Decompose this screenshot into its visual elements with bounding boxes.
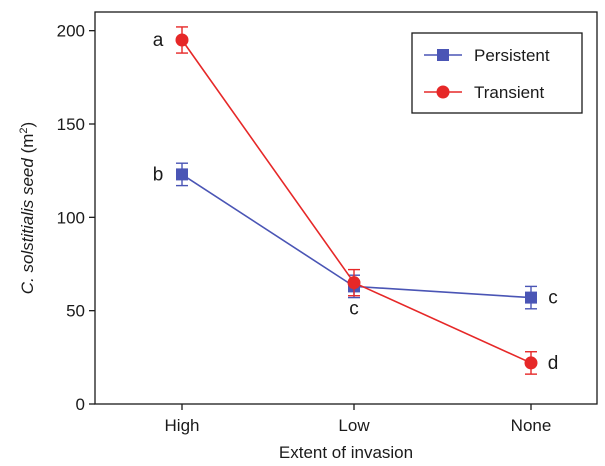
significance-letter: d [548,353,559,374]
legend-item-transient: Transient [424,83,545,102]
data-point [347,276,361,290]
x-tick-label: None [511,416,552,435]
data-point [176,168,188,181]
x-axis-title: Extent of invasion [279,443,413,462]
series-transient: ad [153,26,559,375]
y-axis-title: C. solstitialis seed (m2) [18,122,37,294]
significance-letter: a [153,30,164,51]
y-tick-label: 50 [66,302,85,321]
data-point [175,33,189,47]
x-tick-label: High [165,416,200,435]
y-axis-title-species: C. solstitialis seed [18,158,37,295]
y-axis-title-unit: (m [18,134,37,159]
y-tick-label: 0 [76,395,85,414]
y-tick-label: 100 [57,208,85,227]
legend-label: Transient [474,83,545,102]
y-tick-label: 200 [57,22,85,41]
legend-item-persistent: Persistent [424,46,550,65]
y-tick-label: 150 [57,115,85,134]
significance-letter: b [153,164,164,185]
y-axis-title-close: ) [18,122,37,128]
legend-box [411,32,583,114]
legend-label: Persistent [474,46,550,65]
legend-marker [436,85,450,99]
significance-letter: c [548,288,558,309]
axes: 0 50 100 150 200 High Low None [57,11,598,435]
legend: Persistent Transient [411,32,583,114]
data-point [524,356,538,370]
data-point [525,291,537,304]
series-persistent: b c c [153,162,558,319]
plot-frame [94,11,598,405]
legend-marker [437,49,449,61]
significance-letter: c [349,298,359,319]
y-axis-title-exponent: 2 [18,127,30,133]
x-tick-label: Low [338,416,370,435]
